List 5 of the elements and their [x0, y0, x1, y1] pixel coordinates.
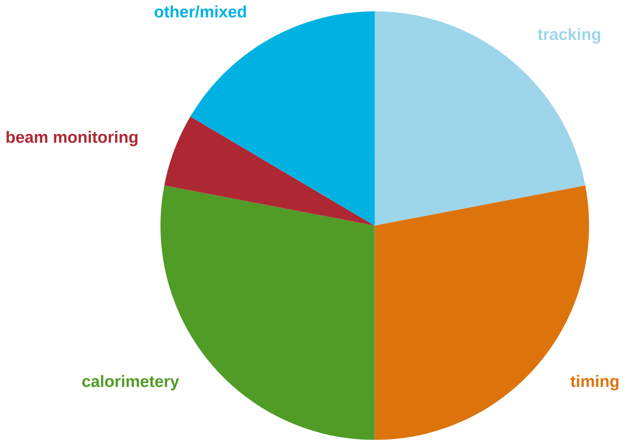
slice-label: timing	[570, 375, 618, 390]
slice-label: tracking	[538, 28, 600, 44]
slice-label: beam monitoring	[6, 130, 138, 146]
slice-label: calorimetery	[82, 375, 180, 390]
slice-label: other/mixed	[154, 6, 246, 18]
